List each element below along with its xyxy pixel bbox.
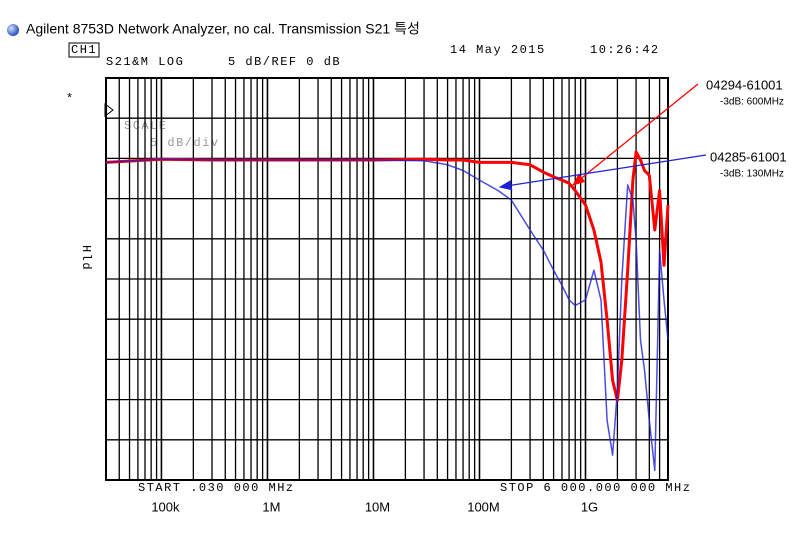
- channel: CH1: [71, 43, 97, 57]
- x-tick-label: 1G: [581, 499, 598, 514]
- series-line: [105, 158, 669, 472]
- time: 10:26:42: [590, 43, 660, 57]
- plot-frame: [105, 77, 669, 481]
- annotation-note: -3dB: 130MHz: [720, 169, 784, 180]
- date: 14 May 2015: [450, 43, 546, 57]
- scale-overlay: 5 dB/div: [150, 136, 220, 150]
- scale-ref: 5 dB/REF 0 dB: [228, 55, 341, 69]
- annotation-label: 04285-61001: [710, 149, 787, 164]
- measurement: S21&M LOG: [106, 55, 184, 69]
- x-tick-label: 100k: [151, 499, 180, 514]
- x-tick-label: 100M: [467, 499, 500, 514]
- plot-area: [105, 77, 670, 481]
- title-bullet: [7, 24, 19, 36]
- annotation-arrow: [498, 154, 707, 191]
- annotation-arrow: [571, 83, 699, 186]
- chart-title: Agilent 8753D Network Analyzer, no cal. …: [26, 21, 420, 37]
- x-tick-label: 10M: [365, 499, 390, 514]
- series-line: [105, 150, 670, 402]
- hold-indicator: Hld: [79, 245, 93, 271]
- x-tick-label: 1M: [262, 499, 280, 514]
- start-freq: START .030 000 MHz: [138, 481, 295, 495]
- stop-freq: STOP 6 000.000 000 MHz: [500, 481, 691, 495]
- annotation-label: 04294-61001: [706, 77, 783, 92]
- channel-box: [68, 42, 100, 58]
- marker-star: *: [66, 92, 75, 106]
- annotation-note: -3dB: 600MHz: [720, 97, 784, 108]
